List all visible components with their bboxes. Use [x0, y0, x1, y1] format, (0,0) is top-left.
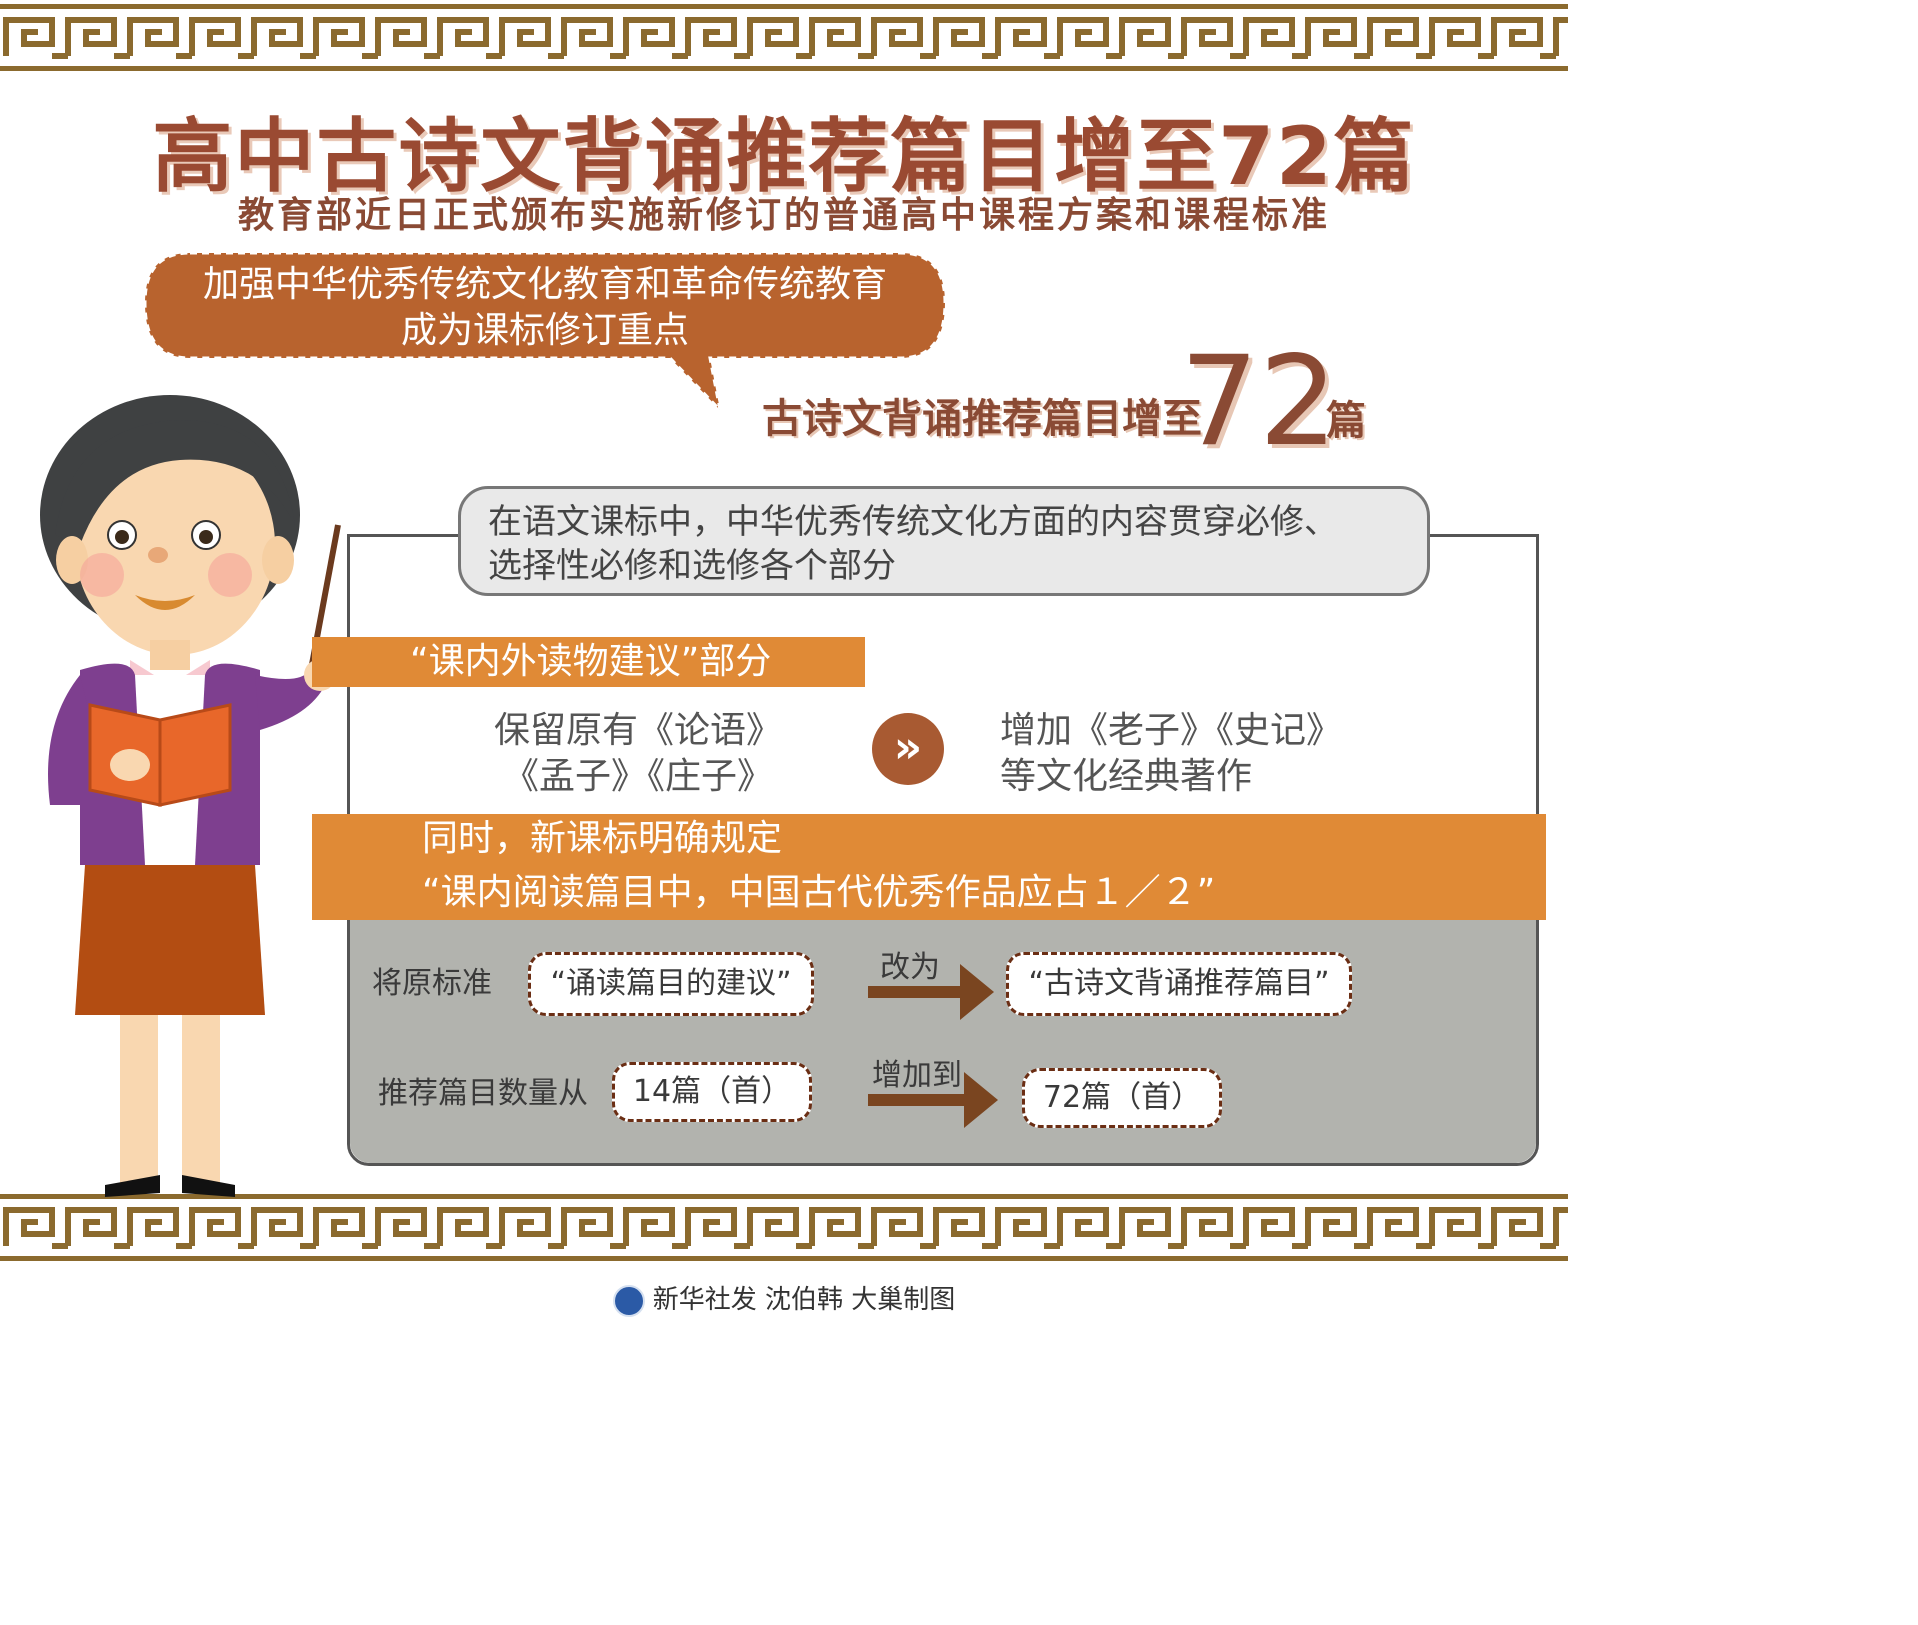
greek-key-motif	[995, 17, 1060, 59]
greek-key-motif	[1491, 17, 1556, 59]
speech-bubble	[143, 251, 947, 415]
greek-key-motif	[1243, 17, 1308, 59]
row2-from: 14篇（首）	[612, 1062, 812, 1122]
row2-verb: 增加到	[872, 1058, 962, 1093]
greek-key-motif	[189, 1207, 254, 1249]
greek-key-motif	[437, 17, 502, 59]
greek-key-motif	[809, 1207, 874, 1249]
row2-to: 72篇（首）	[1022, 1068, 1222, 1128]
row1-from: “诵读篇目的建议”	[528, 952, 814, 1016]
xinhua-logo-icon	[612, 1284, 645, 1317]
greek-key-motif	[809, 17, 874, 59]
greek-key-motif	[1491, 1207, 1556, 1249]
regulation-line2: “课内阅读篇目中，中国古代优秀作品应占１／２”	[422, 872, 1216, 913]
page-title: 高中古诗文背诵推荐篇目增至72篇	[152, 110, 1416, 203]
greek-key-motif	[189, 17, 254, 59]
keep-line1: 保留原有《论语》	[493, 710, 782, 751]
reading-section-bar	[312, 637, 865, 687]
intro-line2: 选择性必修和选修各个部分	[488, 546, 896, 586]
reading-section-label: “课内外读物建议”部分	[410, 641, 772, 682]
highlight-unit: 篇	[1326, 398, 1366, 444]
greek-key-motif	[375, 17, 440, 59]
greek-key-motif	[623, 1207, 688, 1249]
greek-key-motif	[127, 17, 192, 59]
greek-key-motif	[685, 17, 750, 59]
row1-to: “古诗文背诵推荐篇目”	[1006, 952, 1352, 1016]
greek-key-motif	[871, 17, 936, 59]
row1-label: 将原标准	[372, 966, 492, 1001]
add-line1: 增加《老子》《史记》	[1000, 710, 1343, 751]
add-line2: 等文化经典著作	[1000, 756, 1253, 797]
greek-key-motif	[1119, 17, 1184, 59]
greek-key-motif	[1057, 17, 1122, 59]
greek-key-motif	[251, 1207, 316, 1249]
bubble-line2: 成为课标修订重点	[400, 310, 689, 351]
greek-key-motif	[3, 1207, 68, 1249]
greek-key-motif	[995, 1207, 1060, 1249]
greek-key-motif	[1119, 1207, 1184, 1249]
greek-key-motif	[1305, 17, 1370, 59]
page-subtitle: 教育部近日正式颁布实施新修订的普通高中课程方案和课程标准	[237, 195, 1330, 236]
greek-key-motif	[871, 1207, 936, 1249]
greek-key-motif	[1553, 1207, 1568, 1246]
greek-key-motif	[561, 1207, 626, 1249]
greek-key-motif	[127, 1207, 192, 1249]
double-chevron-right-icon: »	[872, 713, 944, 785]
greek-key-motif	[1367, 1207, 1432, 1249]
intro-line1: 在语文课标中，中华优秀传统文化方面的内容贯穿必修、	[488, 502, 1338, 542]
teacher-illustration	[40, 395, 341, 1197]
footer-text: 新华社发 沈伯韩 大巢制图	[652, 1285, 956, 1315]
row2-label: 推荐篇目数量从	[378, 1076, 588, 1111]
greek-key-motif	[1305, 1207, 1370, 1249]
greek-key-motif	[375, 1207, 440, 1249]
greek-key-motif	[1057, 1207, 1122, 1249]
highlight-text: 古诗文背诵推荐篇目增至	[762, 396, 1202, 442]
greek-key-motif	[3, 17, 68, 59]
greek-key-motif	[65, 1207, 130, 1249]
bottom-border	[0, 1190, 1568, 1268]
greek-key-motif	[561, 17, 626, 59]
greek-key-motif	[251, 17, 316, 59]
intro-text: 在语文课标中，中华优秀传统文化方面的内容贯穿必修、 选择性必修和选修各个部分	[488, 500, 1428, 588]
greek-key-motif	[1243, 1207, 1308, 1249]
greek-key-motif	[747, 1207, 812, 1249]
greek-key-motif	[1429, 17, 1494, 59]
greek-key-motif	[933, 17, 998, 59]
greek-key-motif	[1181, 17, 1246, 59]
keep-line2: 《孟子》《庄子》	[502, 756, 773, 797]
highlight-number: 72	[1180, 330, 1338, 474]
bubble-line1: 加强中华优秀传统文化教育和革命传统教育	[202, 264, 887, 305]
greek-key-motif	[65, 17, 130, 59]
greek-key-motif	[1429, 1207, 1494, 1249]
arrow-right-icon	[868, 964, 994, 1020]
intro-box	[458, 486, 1430, 596]
greek-key-motif	[623, 17, 688, 59]
top-border	[0, 0, 1568, 78]
greek-key-motif	[1553, 17, 1568, 56]
greek-key-motif	[1181, 1207, 1246, 1249]
greek-key-motif	[499, 17, 564, 59]
bubble-text: 加强中华优秀传统文化教育和革命传统教育 成为课标修订重点	[150, 262, 940, 354]
greek-key-motif	[313, 1207, 378, 1249]
greek-key-motif	[933, 1207, 998, 1249]
greek-key-motif	[1367, 17, 1432, 59]
keep-classics: 保留原有《论语》 《孟子》《庄子》	[488, 708, 788, 800]
greek-key-motif	[499, 1207, 564, 1249]
add-classics: 增加《老子》《史记》 等文化经典著作	[1000, 708, 1420, 800]
arrow-right-icon	[868, 1072, 998, 1128]
row1-verb: 改为	[880, 950, 940, 985]
regulation-bar	[312, 814, 1546, 920]
footer-credit: 新华社发 沈伯韩 大巢制图	[0, 1280, 1568, 1320]
greek-key-motif	[313, 17, 378, 59]
greek-key-motif	[747, 17, 812, 59]
greek-key-motif	[437, 1207, 502, 1249]
regulation-line1: 同时，新课标明确规定	[422, 818, 783, 859]
greek-key-motif	[685, 1207, 750, 1249]
